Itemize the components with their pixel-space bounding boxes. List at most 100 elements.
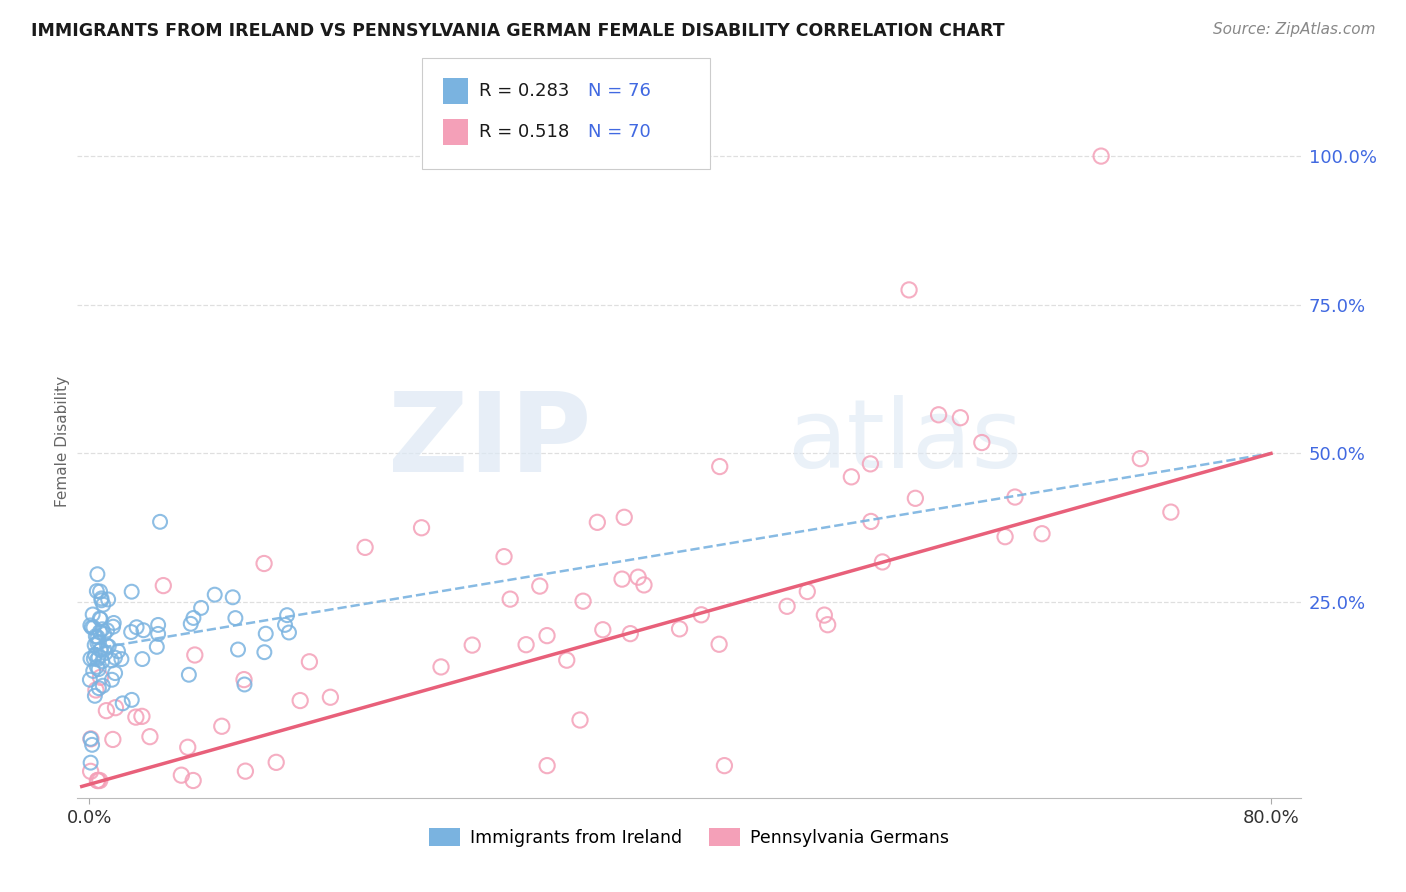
Point (139, 730, 162, 744)
Point (183, 611, 205, 625)
Point (83, 689, 105, 703)
Point (709, 459, 731, 474)
Point (1090, 149, 1112, 163)
Point (411, 521, 433, 535)
Point (121, 693, 143, 707)
Point (872, 555, 894, 569)
Point (184, 648, 207, 662)
Point (125, 710, 148, 724)
Point (89, 773, 111, 788)
Point (222, 591, 245, 605)
Point (97, 592, 120, 607)
Point (572, 594, 595, 608)
Point (1004, 490, 1026, 504)
Point (276, 608, 298, 623)
Point (87, 773, 110, 788)
Point (83, 651, 105, 665)
Point (949, 410, 972, 425)
Point (235, 764, 257, 779)
Point (254, 626, 277, 640)
Point (586, 516, 609, 530)
Point (79, 673, 101, 687)
Point (224, 611, 246, 625)
Point (146, 640, 169, 654)
Point (86, 773, 108, 788)
Point (707, 637, 730, 651)
Point (288, 693, 311, 707)
Point (180, 616, 202, 631)
Point (82, 607, 104, 622)
Point (91, 679, 114, 693)
Point (233, 677, 256, 691)
Point (120, 625, 142, 640)
Point (90, 593, 112, 607)
Point (96, 704, 118, 718)
Point (970, 435, 993, 450)
Point (492, 549, 515, 564)
Point (898, 283, 921, 297)
Point (298, 655, 321, 669)
Point (84, 629, 107, 643)
Point (813, 608, 835, 623)
Point (1031, 526, 1053, 541)
Point (1129, 451, 1152, 466)
Point (713, 758, 735, 772)
Point (86, 584, 108, 599)
Text: N = 70: N = 70 (588, 123, 651, 141)
Point (555, 653, 578, 667)
Point (319, 690, 342, 705)
Point (253, 557, 276, 571)
Point (79, 651, 101, 665)
Point (104, 666, 127, 681)
Point (84, 648, 107, 662)
Point (146, 627, 169, 641)
Point (226, 642, 249, 657)
Point (181, 773, 204, 788)
Point (97, 640, 120, 654)
Point (499, 592, 522, 607)
Point (177, 667, 200, 681)
Point (86, 660, 108, 674)
Point (96, 639, 118, 653)
Point (79, 731, 101, 746)
Point (93, 627, 115, 641)
Point (87, 635, 110, 649)
Point (131, 709, 153, 723)
Point (278, 625, 301, 640)
Point (82, 738, 104, 752)
Point (170, 768, 193, 782)
Point (86, 567, 108, 582)
Point (536, 758, 558, 772)
Point (354, 541, 377, 555)
Point (515, 638, 537, 652)
Point (80, 620, 103, 634)
Point (928, 408, 950, 422)
Point (461, 638, 484, 652)
Point (90, 612, 112, 626)
Point (90, 642, 112, 657)
Text: R = 0.283: R = 0.283 (479, 82, 569, 100)
Point (796, 584, 818, 599)
Text: IMMIGRANTS FROM IRELAND VS PENNSYLVANIA GERMAN FEMALE DISABILITY CORRELATION CHA: IMMIGRANTS FROM IRELAND VS PENNSYLVANIA … (31, 22, 1004, 40)
Point (529, 579, 551, 593)
Point (204, 588, 226, 602)
Point (101, 732, 124, 747)
Point (101, 673, 124, 687)
Point (146, 618, 169, 632)
Point (233, 673, 256, 687)
Point (859, 457, 882, 471)
Point (91, 654, 114, 668)
Point (104, 700, 127, 714)
Text: Source: ZipAtlas.com: Source: ZipAtlas.com (1212, 22, 1375, 37)
Point (131, 652, 153, 666)
Point (86, 652, 108, 666)
Point (152, 579, 174, 593)
Point (101, 620, 124, 634)
Point (190, 601, 212, 615)
Point (569, 713, 592, 727)
Text: R = 0.518: R = 0.518 (479, 123, 569, 141)
Point (1160, 505, 1182, 519)
Point (87, 650, 110, 665)
Point (994, 530, 1017, 544)
Point (841, 470, 863, 484)
